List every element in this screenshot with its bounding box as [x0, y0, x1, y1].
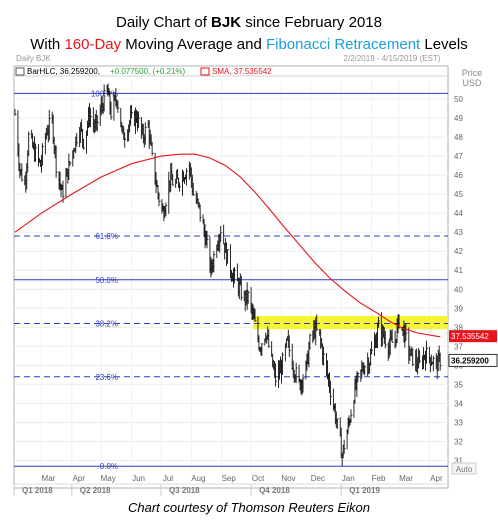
y-tick-label: 33 — [454, 418, 463, 427]
legend-series: BarHLC, 36.259200, — [27, 67, 100, 76]
chart-title-line1: Daily Chart of BJK since February 2018 — [116, 14, 382, 31]
fib-label: 50.0% — [95, 276, 118, 285]
x-month-label: Dec — [311, 474, 325, 483]
resistance-zone — [253, 315, 448, 330]
x-month-label: Aug — [191, 474, 205, 483]
chart-title-line2: With 160-Day Moving Average and Fibonacc… — [30, 36, 468, 53]
y-tick-label: 32 — [454, 437, 463, 446]
y-tick-label: 42 — [454, 247, 463, 256]
legend: BarHLC, 36.259200, +0.077500, (+0.21%) S… — [15, 67, 272, 76]
auto-button[interactable] — [451, 462, 477, 475]
y-tick-label: 38 — [454, 323, 463, 332]
y-tick-label: 46 — [454, 171, 463, 180]
price-header: Price — [462, 68, 483, 78]
x-month-label: Sep — [222, 474, 237, 483]
x-month-label: Apr — [430, 474, 443, 483]
y-tick-label: 43 — [454, 228, 463, 237]
x-quarter-label: Q3 2018 — [169, 486, 200, 495]
last-price-value: 36.259200 — [451, 356, 489, 365]
y-tick-label: 31 — [454, 456, 463, 465]
x-quarter-label: Q2 2018 — [80, 486, 111, 495]
fib-label: 0.0% — [100, 462, 118, 471]
panel-name: Daily BJK — [16, 54, 51, 63]
y-tick-label: 41 — [454, 266, 463, 275]
x-month-label: Feb — [372, 474, 386, 483]
x-month-label: Apr — [73, 474, 86, 483]
fib-label: 61.8% — [95, 232, 118, 241]
y-tick-label: 37 — [454, 342, 463, 351]
x-month-label: Mar — [42, 474, 56, 483]
plot-frame — [13, 65, 449, 489]
x-month-label: Jul — [163, 474, 173, 483]
sma-path — [14, 153, 441, 338]
currency-label: USD — [462, 78, 482, 88]
sma-tag-value: 37.535542 — [451, 332, 489, 341]
y-tick-label: 44 — [454, 209, 463, 218]
date-range: 2/2/2018 - 4/15/2019 (EST) — [344, 54, 441, 63]
y-tick-label: 50 — [454, 95, 463, 104]
y-tick-label: 47 — [454, 152, 463, 161]
chart-caption: Chart courtesy of Thomson Reuters Eikon — [127, 500, 371, 515]
y-tick-label: 48 — [454, 133, 463, 142]
y-tick-label: 49 — [454, 114, 463, 123]
fib-label: 38.2% — [95, 320, 118, 329]
legend-change: +0.077500, (+0.21%) — [110, 67, 186, 76]
x-month-label: Nov — [281, 474, 295, 483]
y-tick-label: 45 — [454, 190, 463, 199]
x-quarter-label: Q1 2019 — [349, 486, 380, 495]
x-month-label: Oct — [252, 474, 265, 483]
auto-label: Auto — [456, 465, 473, 474]
x-axis: Mar Apr May Jun Jul Aug Sep Oct Nov Dec Jan Feb Mar A… — [13, 474, 448, 496]
y-tick-label: 34 — [454, 399, 463, 408]
series-swatch — [15, 67, 25, 76]
y-tick-label: 39 — [454, 304, 463, 313]
x-month-label: Mar — [399, 474, 413, 483]
last-price-tag — [448, 353, 498, 367]
y-tick-label: 35 — [454, 380, 463, 389]
highlight-zone — [253, 315, 448, 330]
x-quarter-label: Q4 2018 — [259, 486, 290, 495]
legend-sma: SMA, 37.535542 — [212, 67, 272, 76]
sma-tag — [449, 330, 497, 343]
grid — [14, 80, 448, 470]
price-chart: Daily BJK 2/2/2018 - 4/15/2019 (EST) Pri… — [13, 54, 498, 496]
y-axis: 3132333435363738394041424344454647484950 — [454, 95, 463, 465]
x-month-label: Jun — [132, 474, 145, 483]
x-quarter-label: Q1 2018 — [22, 486, 53, 495]
x-month-label: May — [101, 474, 116, 483]
fib-label: 23.6% — [95, 373, 118, 382]
sma-swatch — [200, 67, 210, 76]
x-month-label: Jan — [342, 474, 355, 483]
sma-line — [14, 153, 441, 338]
y-tick-label: 40 — [454, 285, 463, 294]
price-tags: 37.535542 36.259200 — [448, 330, 498, 367]
